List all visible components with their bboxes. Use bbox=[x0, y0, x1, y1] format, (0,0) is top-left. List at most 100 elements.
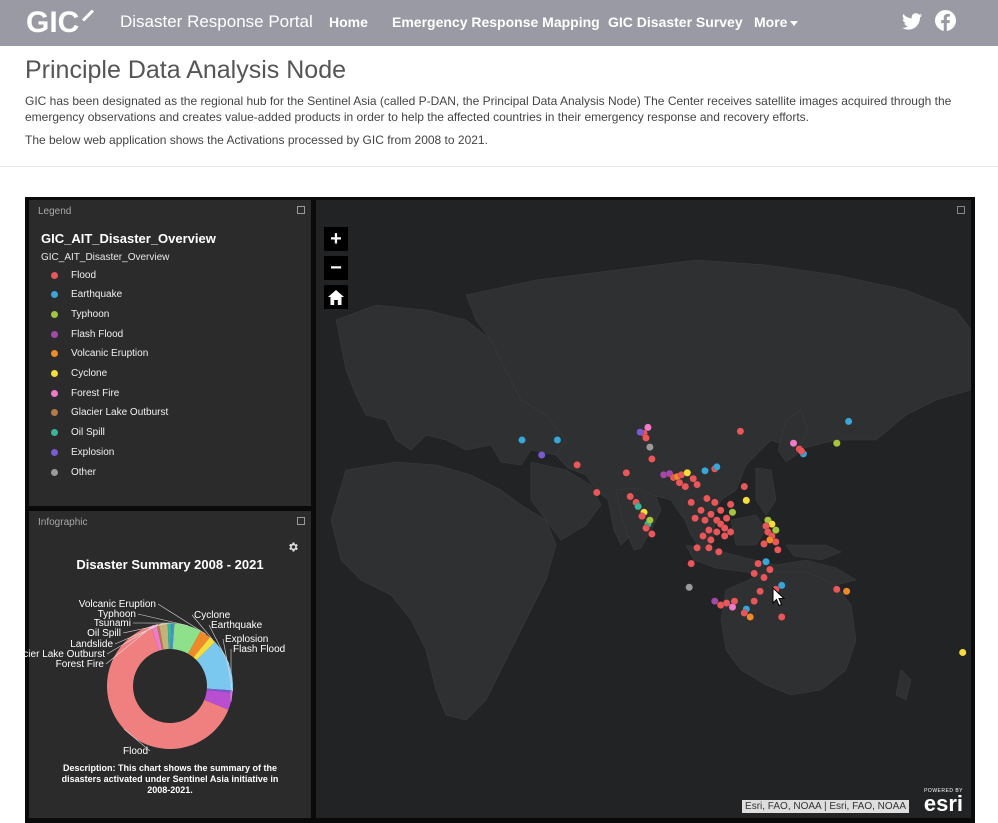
map-point-flood[interactable] bbox=[693, 543, 701, 552]
map-point-flood[interactable] bbox=[714, 547, 723, 556]
donut-slice[interactable] bbox=[193, 637, 216, 661]
map-point-earthquake[interactable] bbox=[518, 436, 526, 444]
map-point-forest-fire[interactable] bbox=[728, 603, 737, 611]
donut-slice[interactable] bbox=[204, 689, 233, 710]
map-point-flood[interactable] bbox=[726, 528, 735, 536]
map-point-flood[interactable] bbox=[642, 524, 650, 532]
map-point-typhoon[interactable] bbox=[728, 508, 737, 517]
home-button[interactable] bbox=[324, 285, 348, 309]
maximize-icon[interactable] bbox=[957, 206, 965, 214]
map-point-flood[interactable] bbox=[675, 478, 684, 487]
map-point-other[interactable] bbox=[685, 583, 694, 592]
map-point-flood[interactable] bbox=[699, 532, 707, 540]
map-point-flood[interactable] bbox=[736, 427, 745, 436]
map-point-typhoon[interactable] bbox=[646, 516, 654, 525]
map-point-typhoon[interactable] bbox=[832, 439, 841, 448]
map-point-earthquake[interactable] bbox=[553, 436, 562, 444]
donut-slice[interactable] bbox=[172, 623, 201, 654]
nav-link-disaster-survey[interactable]: GIC Disaster Survey bbox=[608, 14, 743, 30]
map-point-flood[interactable] bbox=[740, 482, 749, 491]
gic-logo[interactable]: GIC bbox=[26, 6, 95, 40]
map-point-volcanic-eruption[interactable] bbox=[766, 536, 774, 544]
zoom-out-button[interactable]: − bbox=[324, 256, 348, 280]
donut-slice[interactable] bbox=[170, 623, 175, 650]
world-map[interactable] bbox=[316, 200, 971, 818]
donut-slice[interactable] bbox=[156, 623, 164, 650]
facebook-icon[interactable] bbox=[935, 10, 956, 31]
map-point-flood[interactable] bbox=[832, 585, 841, 594]
map-point-flash-flood[interactable] bbox=[710, 597, 719, 606]
map-point-earthquake[interactable] bbox=[844, 417, 853, 426]
site-title[interactable]: Disaster Response Portal bbox=[120, 12, 313, 31]
map-point-typhoon[interactable] bbox=[771, 526, 780, 534]
map-point-flood[interactable] bbox=[707, 536, 715, 544]
map-point-flood[interactable] bbox=[642, 434, 650, 442]
map-point-forest-fire[interactable] bbox=[644, 423, 652, 432]
map-point-earthquake[interactable] bbox=[777, 581, 786, 590]
donut-slice[interactable] bbox=[159, 623, 169, 650]
map-point-flood[interactable] bbox=[750, 569, 759, 578]
map-point-explosion[interactable] bbox=[636, 428, 644, 436]
map-point-flood[interactable] bbox=[712, 528, 721, 536]
map-point-flood[interactable] bbox=[648, 455, 656, 463]
map-point-flood[interactable] bbox=[622, 468, 631, 477]
map-attribution[interactable]: Esri, FAO, NOAA | Esri, FAO, NOAA bbox=[742, 800, 909, 813]
map-point-flood[interactable] bbox=[710, 498, 719, 507]
map-point-flood[interactable] bbox=[720, 524, 729, 532]
map-point-flood[interactable] bbox=[760, 540, 768, 548]
map-point-flood[interactable] bbox=[701, 516, 709, 525]
map-point-flood[interactable] bbox=[750, 597, 759, 606]
map-point-earthquake[interactable] bbox=[712, 463, 721, 471]
map-point-flood[interactable] bbox=[760, 573, 768, 582]
map-point-flood[interactable] bbox=[797, 447, 806, 455]
map-point-flood[interactable] bbox=[754, 559, 762, 568]
map-point-flood[interactable] bbox=[726, 500, 735, 509]
map-point-earthquake[interactable] bbox=[701, 466, 709, 475]
map-point-cyclone[interactable] bbox=[683, 468, 692, 477]
map-point-flood[interactable] bbox=[689, 474, 698, 483]
map-point-forest-fire[interactable] bbox=[789, 439, 798, 448]
map-point-flood[interactable] bbox=[592, 488, 601, 497]
map-point-flood[interactable] bbox=[687, 498, 696, 507]
map-point-cyclone[interactable] bbox=[958, 648, 967, 657]
donut-slice[interactable] bbox=[150, 624, 163, 651]
map-point-flood[interactable] bbox=[693, 480, 701, 489]
map-point-flood[interactable] bbox=[705, 543, 713, 552]
donut-slice[interactable] bbox=[188, 631, 210, 658]
map-view[interactable]: + − Esri, FAO, NOAA | Esri, FAO, NOAA PO… bbox=[316, 200, 971, 818]
map-point-flood[interactable] bbox=[691, 514, 699, 523]
twitter-icon[interactable] bbox=[901, 11, 923, 33]
map-point-flood[interactable] bbox=[756, 587, 764, 596]
donut-slice[interactable] bbox=[206, 688, 233, 693]
map-point-flood[interactable] bbox=[626, 492, 635, 501]
map-point-flood[interactable] bbox=[697, 506, 705, 515]
maximize-icon[interactable] bbox=[297, 206, 305, 214]
map-point-flood[interactable] bbox=[703, 494, 711, 503]
map-point-flood[interactable] bbox=[716, 506, 725, 515]
donut-slice[interactable] bbox=[107, 625, 229, 749]
map-point-flood[interactable] bbox=[766, 565, 774, 574]
map-point-flood[interactable] bbox=[573, 461, 581, 469]
map-point-volcanic-eruption[interactable] bbox=[746, 613, 755, 621]
zoom-in-button[interactable]: + bbox=[324, 227, 348, 251]
map-point-oil-spill[interactable] bbox=[634, 502, 642, 511]
esri-logo[interactable]: POWERED BY esri bbox=[924, 788, 963, 815]
map-point-flood[interactable] bbox=[722, 599, 731, 607]
nav-more-dropdown[interactable]: More bbox=[754, 14, 799, 30]
map-point-flood[interactable] bbox=[707, 510, 715, 519]
nav-link-emergency-response-mapping[interactable]: Emergency Response Mapping bbox=[392, 14, 600, 30]
map-point-cyclone[interactable] bbox=[742, 496, 751, 505]
map-point-flood[interactable] bbox=[777, 613, 786, 621]
map-point-flood[interactable] bbox=[648, 530, 656, 538]
map-point-flood[interactable] bbox=[687, 559, 696, 568]
donut-slice[interactable] bbox=[167, 623, 172, 650]
gear-icon[interactable] bbox=[287, 541, 299, 553]
map-point-flood[interactable] bbox=[720, 532, 729, 540]
map-point-flood[interactable] bbox=[722, 514, 731, 523]
map-point-earthquake[interactable] bbox=[762, 557, 770, 566]
map-point-volcanic-eruption[interactable] bbox=[842, 587, 851, 596]
nav-link-home[interactable]: Home bbox=[329, 14, 368, 30]
map-point-explosion[interactable] bbox=[537, 451, 546, 459]
map-point-flood[interactable] bbox=[773, 545, 782, 554]
map-point-flood[interactable] bbox=[638, 512, 646, 521]
